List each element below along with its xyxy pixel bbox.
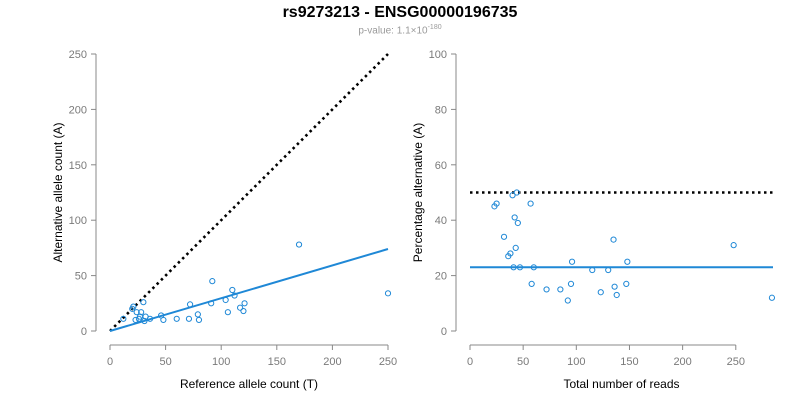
data-point [195, 316, 203, 324]
data-point [510, 264, 517, 271]
data-point [624, 258, 631, 265]
data-point [194, 311, 201, 318]
x-tick-label: 200 [673, 356, 691, 368]
fit-line [109, 248, 389, 332]
y-tick-label: 100 [429, 49, 447, 61]
data-point [530, 264, 537, 271]
data-point [527, 200, 534, 207]
data-point [509, 192, 516, 199]
percentage-alternative-scatter-panel: 0 50 100 150 200 250 0 20 40 60 80 100 Total number … [411, 49, 776, 391]
data-point [224, 309, 231, 316]
x-tick-label: 250 [379, 356, 397, 368]
data-point [567, 280, 575, 288]
y-tick-label: 100 [69, 215, 87, 227]
data-point [295, 241, 303, 248]
data-point [209, 278, 216, 285]
data-point [132, 316, 139, 324]
data-point [186, 301, 194, 308]
x-tick-label: 150 [268, 356, 286, 368]
data-point [237, 304, 244, 311]
chart-subtitle: p-value: 1.1×10-180 [0, 24, 800, 36]
data-point [173, 315, 180, 322]
y-tick-label: 0 [441, 326, 447, 338]
data-point [543, 286, 550, 293]
data-point [610, 236, 617, 243]
y-tick-label: 200 [69, 104, 87, 116]
y-axis-title: Percentage alternative (A) [411, 123, 425, 262]
data-point [597, 289, 604, 296]
p-value-exponent: -180 [427, 24, 442, 31]
y-tick-label: 40 [435, 215, 447, 227]
x-tick-label: 150 [620, 356, 638, 368]
data-point [528, 280, 535, 288]
data-point [222, 296, 229, 304]
data-point [500, 233, 508, 240]
data-point [516, 264, 524, 271]
data-point [623, 280, 630, 288]
y-tick-label: 60 [435, 160, 447, 172]
data-point [613, 291, 620, 299]
data-point [141, 317, 148, 325]
x-tick-label: 0 [107, 356, 113, 368]
data-point [605, 266, 612, 274]
data-point [511, 214, 518, 221]
x-axis-title: Total number of reads [563, 377, 679, 391]
data-point [160, 316, 167, 324]
x-tick-label: 250 [727, 356, 745, 368]
data-point [241, 300, 248, 307]
data-point [240, 307, 247, 315]
x-tick-label: 100 [567, 356, 585, 368]
data-point [589, 266, 596, 274]
data-point [146, 315, 154, 322]
data-point [185, 315, 193, 322]
data-point [513, 189, 520, 196]
x-axis-title: Reference allele count (T) [180, 377, 318, 391]
data-point [568, 258, 576, 265]
x-tick-label: 0 [467, 356, 473, 368]
data-point [768, 294, 776, 301]
data-point [384, 290, 392, 297]
data-point [231, 292, 238, 299]
data-point [133, 309, 140, 316]
y-tick-label: 0 [81, 326, 87, 338]
chart-title: rs9273213 - ENSG00000196735 [282, 4, 518, 21]
data-point [140, 299, 147, 306]
x-tick-label: 50 [159, 356, 171, 368]
x-tick-label: 200 [323, 356, 341, 368]
data-point [208, 300, 215, 307]
p-value-text: p-value: 1.1×10 [358, 25, 428, 37]
data-point [493, 200, 500, 207]
data-point [130, 303, 137, 310]
y-tick-label: 50 [75, 271, 87, 283]
data-point [120, 315, 127, 322]
x-tick-label: 50 [517, 356, 529, 368]
data-point [138, 309, 145, 316]
data-point [564, 297, 571, 304]
y-tick-label: 150 [69, 160, 87, 172]
data-point [514, 219, 521, 227]
data-point [229, 286, 236, 294]
y-tick-label: 250 [69, 49, 87, 61]
data-point [507, 250, 514, 257]
data-point [557, 286, 564, 293]
y-axis-title: Alternative allele count (A) [51, 122, 65, 262]
data-point [512, 244, 519, 251]
data-point [730, 242, 737, 249]
data-point [611, 283, 618, 290]
y-tick-label: 80 [435, 104, 447, 116]
x-tick-label: 100 [212, 356, 230, 368]
allele-count-scatter-panel: 0 50 100 150 200 250 0 50 100 150 200 250 Reference … [51, 49, 397, 391]
y-tick-label: 20 [435, 271, 447, 283]
